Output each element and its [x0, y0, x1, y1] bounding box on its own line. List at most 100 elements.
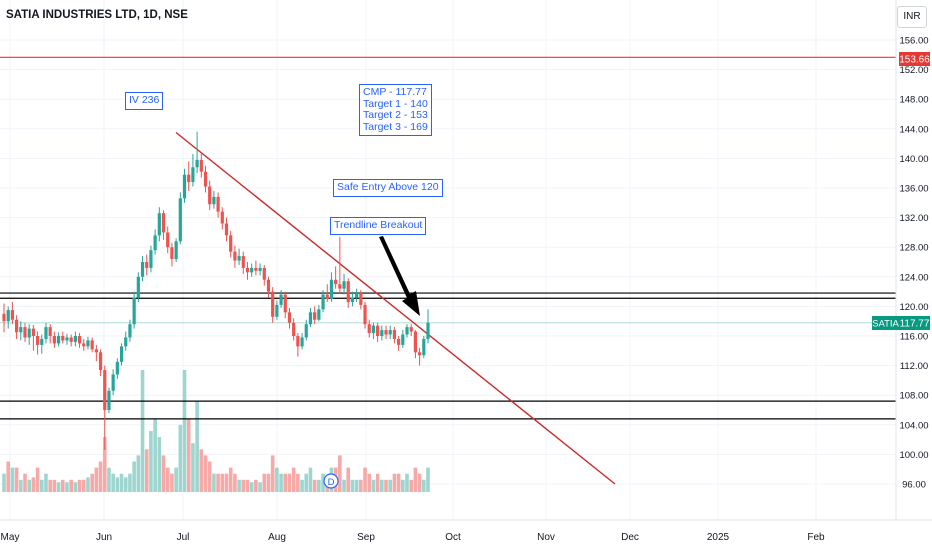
candle-body	[90, 340, 94, 350]
volume-bar	[342, 479, 346, 492]
volume-bar	[359, 479, 363, 492]
candle-body	[166, 232, 170, 248]
y-tick-label: 116.00	[900, 332, 928, 343]
candle-body	[275, 304, 279, 317]
x-tick-label: Oct	[445, 532, 461, 543]
volume-bar	[375, 473, 380, 492]
volume-bar	[98, 461, 103, 492]
volume-bar	[161, 455, 166, 492]
candle-body	[367, 324, 371, 334]
y-tick-label: 128.00	[899, 243, 928, 254]
volume-bar	[207, 461, 212, 492]
candle-body	[287, 312, 292, 323]
last-price-value: 117.77	[900, 319, 930, 330]
y-tick-label: 120.00	[899, 302, 928, 313]
candle-body	[426, 322, 430, 339]
candle-body	[212, 196, 216, 205]
volume-bar	[107, 467, 111, 492]
candle-body	[103, 370, 107, 410]
volume-bar	[119, 473, 124, 492]
volume-bar	[123, 477, 128, 492]
target-price-value: 153.66	[899, 55, 930, 66]
candle-body	[350, 297, 355, 302]
candle-body	[371, 325, 376, 334]
volume-bar	[14, 467, 19, 492]
volume-bar	[346, 467, 351, 492]
candle-body	[296, 336, 300, 347]
x-tick-label: Jul	[177, 532, 190, 543]
candle-body	[338, 284, 342, 289]
volume-bar	[371, 479, 376, 492]
volume-bar	[136, 455, 141, 492]
candle-body	[119, 346, 124, 362]
candle-body	[363, 304, 367, 325]
volume-bar	[144, 449, 149, 492]
volume-bar	[380, 479, 384, 492]
price-axis[interactable]: 156.00 152.00 148.00 144.00 140.00 136.00 132.…	[895, 0, 929, 520]
volume-bar	[203, 455, 208, 492]
volume-bar	[90, 473, 94, 492]
volume-bar	[270, 455, 275, 492]
candle-body	[224, 223, 229, 236]
candle-body	[300, 337, 304, 347]
target-price-label: 153.66	[899, 52, 930, 66]
candle-body	[220, 211, 224, 224]
candle-body	[283, 294, 287, 313]
x-tick-label: 2025	[707, 532, 730, 543]
candle-body	[271, 291, 275, 317]
safe-entry-annotation[interactable]: Safe Entry Above 120	[333, 179, 443, 197]
breakout-annotation[interactable]: Trendline Breakout	[330, 217, 427, 235]
time-axis[interactable]: May Jun Jul Aug Sep Oct Nov Dec 2025 Feb	[0, 519, 932, 543]
trendline[interactable]	[175, 131, 616, 485]
volume-bar	[140, 370, 145, 492]
volume-bar	[405, 473, 409, 492]
candle-body	[111, 374, 115, 391]
y-tick-label: 124.00	[899, 272, 928, 283]
candle-body	[292, 322, 296, 336]
candle-body	[178, 198, 182, 242]
candle-body	[304, 324, 308, 338]
volume-bar	[245, 479, 250, 492]
candle-body	[48, 327, 52, 336]
volume-bar	[174, 467, 178, 492]
candle-body	[107, 390, 111, 410]
candle-body	[145, 262, 149, 268]
y-tick-label: 148.00	[899, 95, 928, 106]
volume-bar	[338, 455, 342, 492]
candle-body	[342, 281, 346, 289]
candle-body	[329, 279, 334, 299]
dividend-marker[interactable]: D	[323, 473, 339, 489]
volume-bar	[170, 473, 174, 492]
y-tick-label: 136.00	[899, 184, 928, 195]
volume-bar	[262, 473, 267, 492]
volume-bar	[283, 473, 288, 492]
candle-body	[216, 196, 220, 212]
x-tick-label: May	[1, 532, 20, 543]
candle-body	[132, 297, 136, 325]
volume-bar	[417, 473, 422, 492]
candle-body	[153, 235, 157, 251]
candle-body	[199, 159, 203, 172]
candle-body	[77, 336, 82, 344]
volume-bar	[2, 473, 6, 492]
candle-body	[413, 331, 418, 353]
candle-body	[317, 309, 321, 320]
currency-button[interactable]: INR	[897, 6, 927, 28]
volume-bar	[409, 479, 414, 492]
volume-bar	[426, 467, 430, 492]
candle-body	[392, 330, 397, 339]
candle-body	[94, 349, 98, 353]
volume-bar	[128, 473, 132, 492]
candle-body	[405, 327, 409, 335]
last-price-label: SATIA 117.77	[872, 316, 930, 330]
volume-bar	[102, 437, 107, 492]
targets-annotation[interactable]: CMP - 117.77 Target 1 - 140 Target 2 - 1…	[359, 84, 432, 136]
candle-body	[82, 343, 86, 347]
volume-bar	[94, 467, 99, 492]
x-tick-label: Aug	[268, 532, 286, 543]
volume-bar	[266, 473, 271, 492]
volume-bar	[350, 479, 355, 492]
candle-body	[187, 174, 191, 183]
iv-annotation[interactable]: IV 236	[125, 92, 164, 110]
